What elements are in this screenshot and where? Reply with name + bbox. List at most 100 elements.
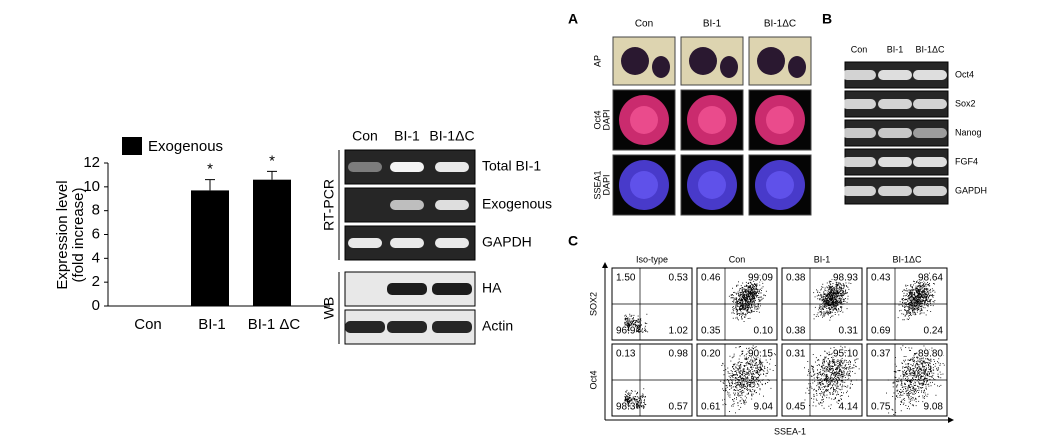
event	[757, 356, 758, 358]
event	[910, 308, 912, 310]
event	[740, 386, 742, 388]
event	[765, 375, 767, 377]
event	[837, 354, 839, 356]
event	[749, 285, 751, 287]
event	[921, 391, 922, 393]
event	[755, 356, 757, 358]
event	[838, 292, 840, 294]
event	[930, 371, 932, 373]
event	[928, 295, 930, 297]
event	[822, 283, 824, 285]
event	[831, 298, 833, 300]
event	[927, 380, 928, 382]
event	[820, 389, 821, 390]
event	[838, 367, 840, 369]
event	[848, 363, 849, 365]
event	[930, 371, 932, 372]
event	[756, 355, 758, 357]
event	[916, 380, 918, 382]
event	[627, 401, 628, 403]
event	[759, 374, 761, 376]
event	[750, 290, 752, 292]
event	[908, 291, 910, 293]
event	[742, 389, 744, 391]
event	[739, 355, 741, 357]
event	[760, 373, 762, 375]
event	[827, 381, 829, 383]
event	[759, 370, 760, 372]
event	[727, 393, 729, 395]
event	[822, 358, 824, 360]
event	[836, 287, 837, 289]
event	[843, 298, 845, 300]
event	[627, 330, 629, 332]
event	[738, 294, 739, 296]
event	[742, 301, 744, 303]
event	[832, 289, 833, 291]
event	[828, 405, 830, 407]
event	[855, 353, 857, 355]
event	[910, 359, 911, 361]
event	[746, 353, 748, 355]
event	[818, 373, 820, 375]
event	[917, 373, 919, 374]
event	[925, 347, 926, 349]
event	[824, 304, 826, 306]
event	[908, 295, 909, 297]
event	[831, 357, 832, 358]
event	[939, 371, 941, 373]
event	[808, 383, 810, 385]
event	[760, 363, 762, 365]
event	[934, 383, 936, 385]
event	[740, 373, 742, 374]
event	[916, 290, 918, 292]
event	[632, 406, 633, 408]
event	[755, 308, 757, 310]
event	[834, 292, 836, 294]
event	[924, 377, 926, 378]
event	[638, 407, 640, 409]
event	[747, 372, 749, 374]
event	[638, 322, 640, 323]
event	[924, 289, 926, 290]
event	[743, 294, 745, 296]
event	[629, 400, 631, 402]
event	[769, 368, 771, 370]
event	[836, 291, 838, 292]
event	[732, 383, 734, 385]
event	[841, 276, 843, 278]
event	[733, 301, 735, 303]
event	[821, 402, 823, 404]
event	[626, 323, 628, 324]
event	[835, 284, 837, 285]
event	[909, 382, 911, 384]
event	[748, 384, 750, 385]
event	[911, 289, 912, 291]
event	[910, 372, 911, 374]
event	[828, 285, 830, 286]
event	[755, 285, 756, 286]
event	[754, 350, 756, 352]
event	[756, 362, 757, 363]
event	[917, 390, 919, 391]
event	[626, 406, 628, 408]
event	[734, 363, 736, 365]
event	[830, 380, 832, 382]
event	[735, 386, 737, 387]
event	[919, 299, 921, 300]
band	[387, 283, 427, 295]
event	[853, 367, 855, 369]
event	[735, 377, 737, 379]
event	[629, 402, 630, 404]
event	[758, 289, 760, 291]
event	[733, 389, 735, 391]
event	[634, 402, 636, 404]
event	[629, 328, 630, 330]
event	[751, 301, 752, 303]
event	[758, 298, 760, 300]
event	[918, 381, 919, 383]
event	[631, 331, 633, 333]
event	[760, 299, 762, 301]
event	[910, 304, 911, 305]
event	[722, 404, 724, 406]
